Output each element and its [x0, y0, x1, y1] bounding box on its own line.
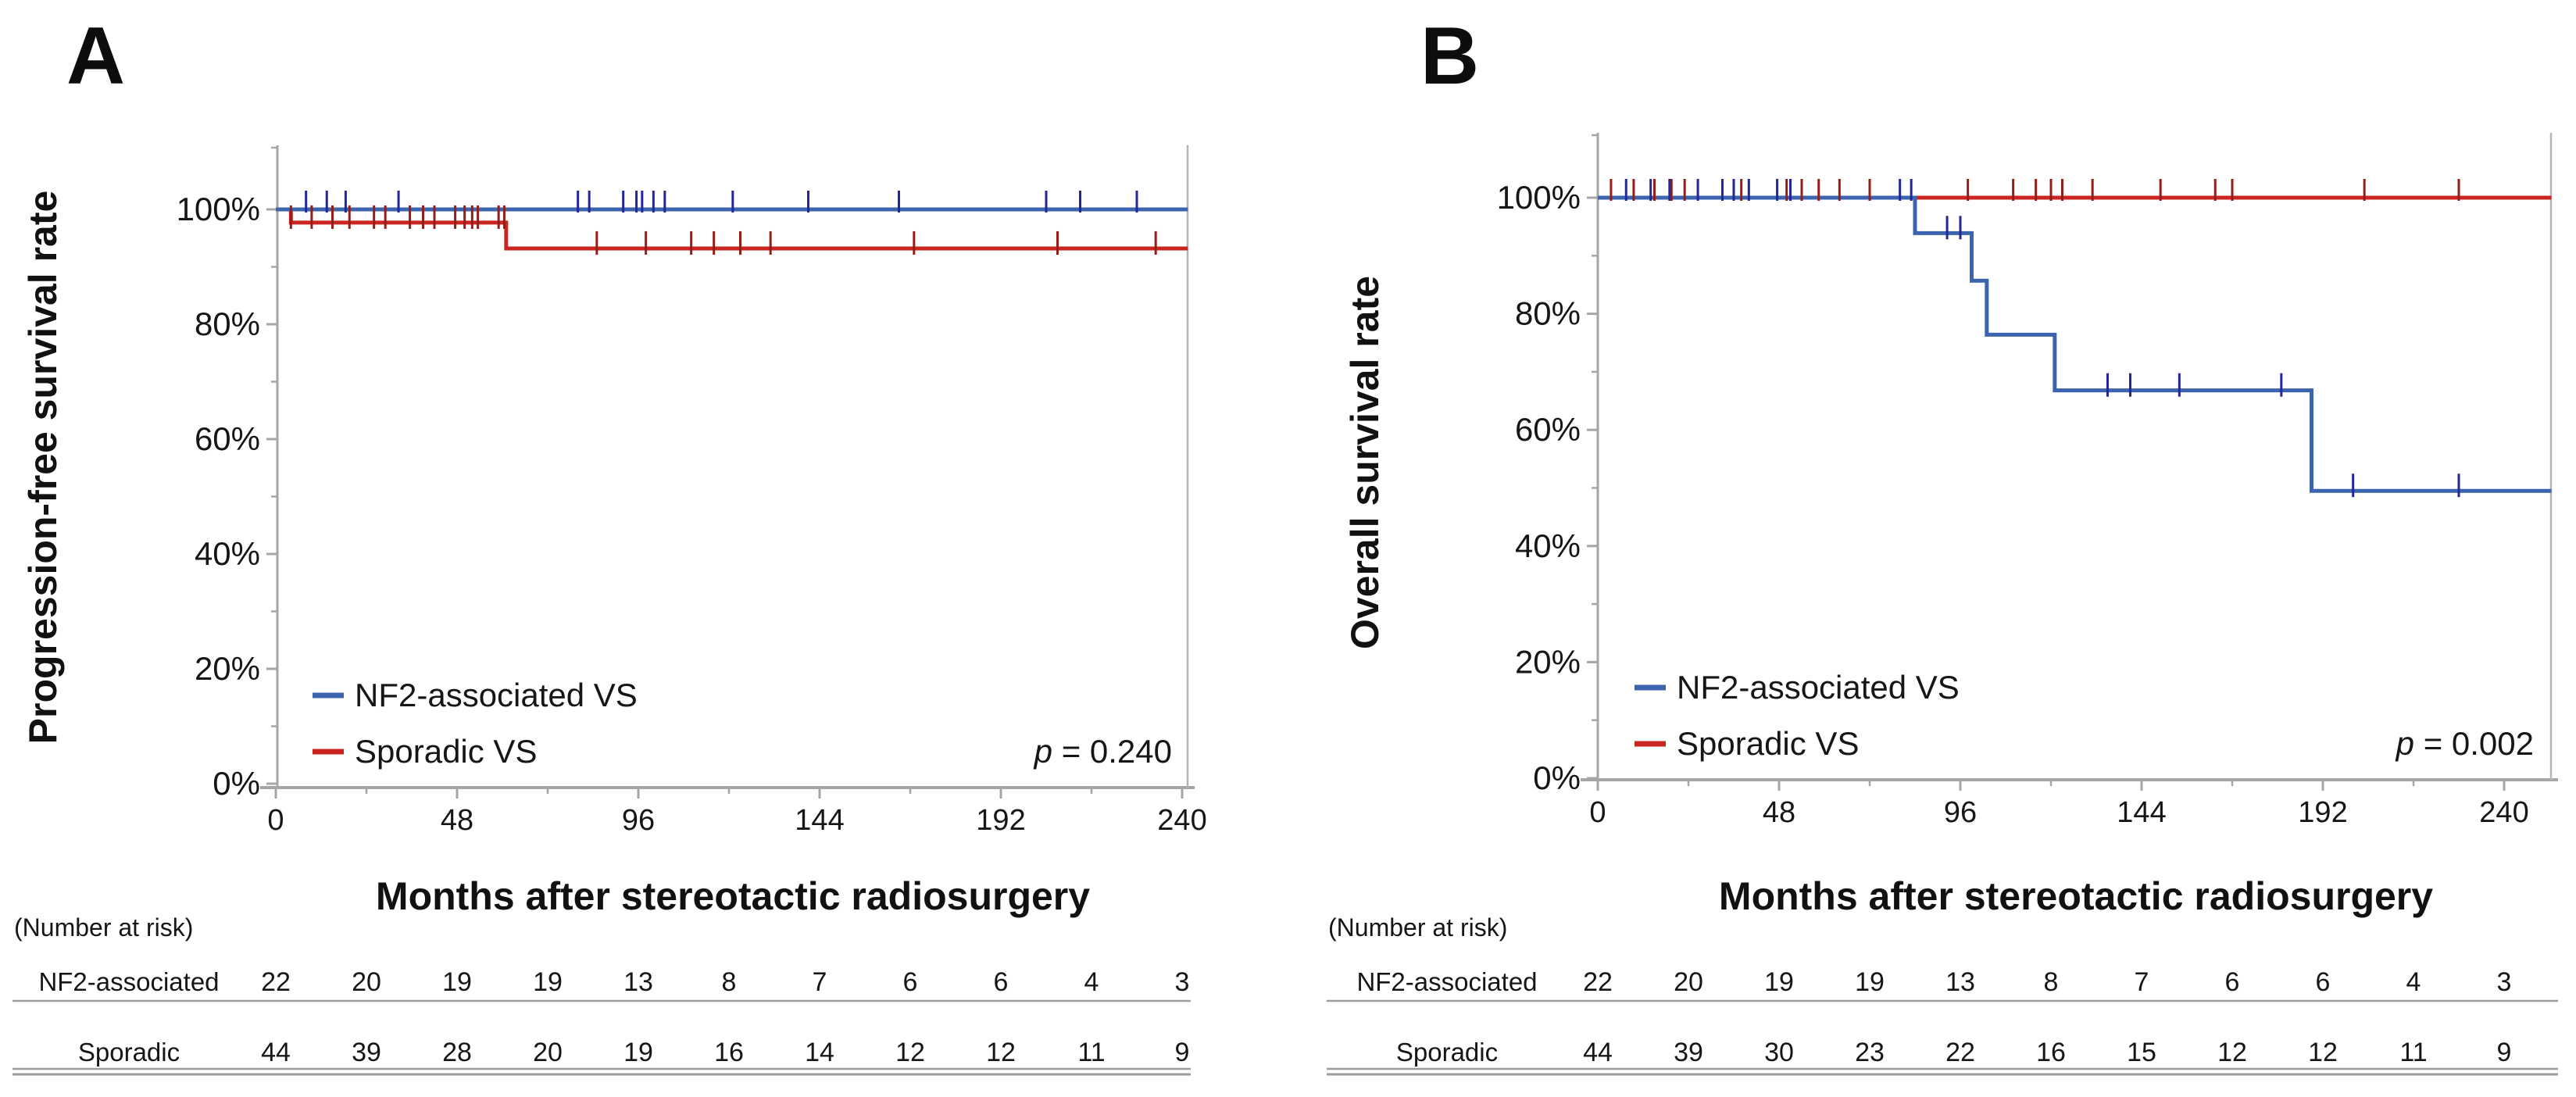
x-tick-label: 48 [441, 804, 473, 837]
risk-count: 12 [2308, 1038, 2338, 1067]
risk-count: 19 [442, 967, 472, 997]
y-tick-label: 80% [1515, 295, 1581, 332]
risk-count: 22 [1945, 1038, 1975, 1067]
x-tick-label: 96 [1944, 796, 1977, 829]
risk-count: 9 [2497, 1038, 2512, 1067]
risk-count: 20 [533, 1038, 563, 1067]
y-tick-label: 80% [195, 306, 260, 342]
risk-count: 8 [2044, 967, 2059, 997]
x-tick-label: 192 [2298, 796, 2347, 829]
y-tick-label: 100% [177, 191, 260, 227]
risk-count: 44 [261, 1038, 291, 1067]
y-tick-label: 100% [1497, 179, 1581, 216]
risk-count: 6 [2225, 967, 2240, 997]
risk-count: 19 [1855, 967, 1885, 997]
risk-row-label: Sporadic [78, 1038, 180, 1067]
x-tick-label: 240 [1157, 804, 1206, 837]
risk-count: 14 [805, 1038, 834, 1067]
y-tick-label: 20% [195, 650, 260, 687]
y-axis-title-a: Progression-free survival rate [21, 190, 65, 745]
y-tick-label: 60% [1515, 411, 1581, 448]
legend-label: Sporadic VS [355, 733, 537, 770]
x-axis-title-a: Months after stereotactic radiosurgery [375, 874, 1091, 918]
risk-count: 8 [722, 967, 737, 997]
risk-count: 22 [1583, 967, 1613, 997]
legend-label: Sporadic VS [1677, 725, 1859, 762]
x-tick-label: 96 [622, 804, 655, 837]
y-tick-label: 20% [1515, 643, 1581, 680]
x-tick-label: 144 [795, 804, 844, 837]
risk-count: 12 [895, 1038, 925, 1067]
legend-label: NF2-associated VS [355, 677, 638, 713]
y-tick-label: 60% [195, 420, 260, 457]
risk-count: 22 [261, 967, 291, 997]
survival-curve-sporadic-vs [276, 207, 1188, 251]
risk-count: 23 [1855, 1038, 1885, 1067]
risk-row-label: NF2-associated [38, 967, 219, 996]
risk-count: 3 [2497, 967, 2512, 997]
risk-count: 19 [1764, 967, 1794, 997]
risk-count: 12 [986, 1038, 1016, 1067]
risk-count: 7 [2135, 967, 2149, 997]
x-tick-label: 144 [2117, 796, 2166, 829]
risk-count: 12 [2217, 1038, 2247, 1067]
risk-count: 39 [1674, 1038, 1703, 1067]
risk-count: 19 [533, 967, 563, 997]
x-tick-label: 48 [1763, 796, 1795, 829]
risk-count: 3 [1175, 967, 1190, 997]
risk-count: 16 [714, 1038, 744, 1067]
risk-count: 30 [1764, 1038, 1794, 1067]
risk-count: 19 [623, 1038, 653, 1067]
risk-table-header: (Number at risk) [14, 913, 193, 942]
risk-count: 13 [623, 967, 653, 997]
risk-count: 4 [2406, 967, 2421, 997]
risk-row-label: NF2-associated [1356, 967, 1537, 996]
p-value-label: p = 0.002 [2395, 725, 2534, 762]
panel-letter-b: B [1420, 11, 1480, 102]
risk-count: 11 [2399, 1038, 2427, 1067]
risk-count: 9 [1175, 1038, 1190, 1067]
x-tick-label: 0 [1589, 796, 1606, 829]
risk-count: 20 [352, 967, 381, 997]
risk-count: 7 [813, 967, 827, 997]
risk-count: 16 [2036, 1038, 2066, 1067]
risk-count: 28 [442, 1038, 472, 1067]
y-tick-label: 40% [195, 535, 260, 572]
x-tick-label: 240 [2479, 796, 2528, 829]
y-tick-label: 0% [213, 765, 260, 802]
x-tick-label: 0 [267, 804, 284, 837]
risk-count: 6 [2316, 967, 2331, 997]
risk-count: 15 [2127, 1038, 2156, 1067]
risk-count: 6 [994, 967, 1009, 997]
y-tick-label: 40% [1515, 527, 1581, 564]
risk-table-header: (Number at risk) [1328, 913, 1507, 942]
risk-count: 4 [1084, 967, 1099, 997]
risk-count: 13 [1945, 967, 1975, 997]
legend-label: NF2-associated VS [1677, 669, 1960, 706]
survival-curve-nf2-associated-vs [1598, 195, 2552, 493]
panel-letter-a: A [66, 11, 126, 102]
risk-count: 11 [1077, 1038, 1105, 1067]
p-value-label: p = 0.240 [1033, 733, 1172, 770]
risk-count: 20 [1674, 967, 1703, 997]
risk-count: 44 [1583, 1038, 1613, 1067]
risk-count: 6 [903, 967, 918, 997]
risk-count: 39 [352, 1038, 381, 1067]
risk-row-label: Sporadic [1396, 1038, 1498, 1067]
x-axis-title-b: Months after stereotactic radiosurgery [1718, 874, 2434, 918]
y-axis-title-b: Overall survival rate [1343, 275, 1387, 650]
y-tick-label: 0% [1533, 759, 1581, 796]
x-tick-label: 192 [976, 804, 1025, 837]
